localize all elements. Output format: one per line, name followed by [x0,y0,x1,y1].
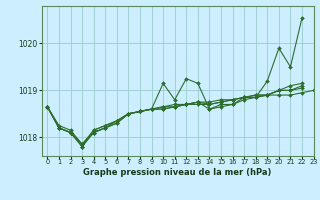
X-axis label: Graphe pression niveau de la mer (hPa): Graphe pression niveau de la mer (hPa) [84,168,272,177]
